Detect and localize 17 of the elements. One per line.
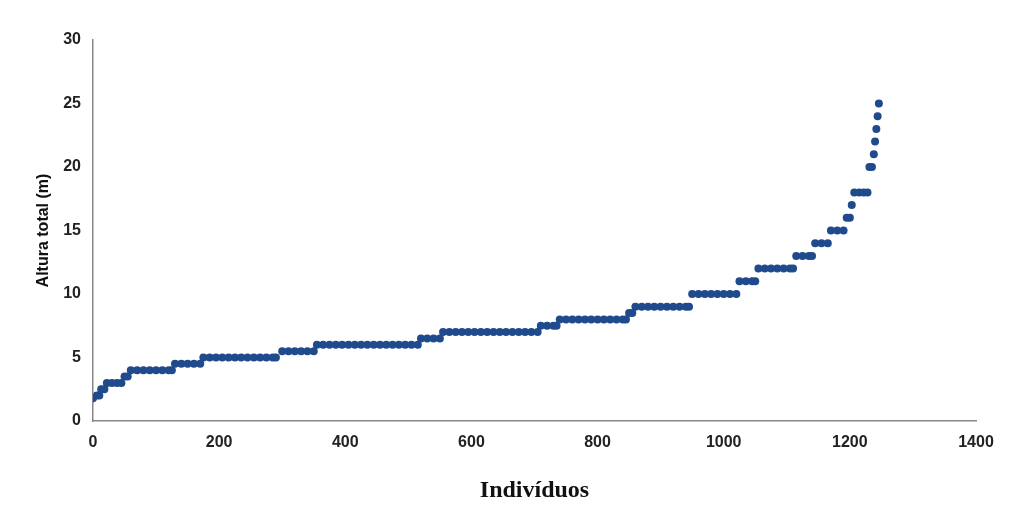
x-tick-label: 800 [584,433,612,451]
y-tick-label: 20 [63,157,82,175]
y-tick-label: 5 [72,347,82,365]
y-tick-label: 0 [72,411,82,429]
x-tick-label: 1000 [705,433,742,451]
x-tick-label: 600 [458,433,485,451]
y-axis-title: Altura total (m) [34,173,52,288]
y-tick-label: 25 [63,93,82,111]
y-tick-label: 10 [63,284,82,302]
x-tick-label: 1400 [958,433,994,451]
x-tick-label: 400 [331,433,359,451]
x-axis-title: Indivíduos [479,475,590,502]
x-tick-label: 1200 [832,433,868,451]
x-tick-label: 0 [88,433,98,451]
y-tick-label: 15 [63,220,82,238]
y-tick-label: 30 [63,30,82,48]
x-tick-label: 200 [205,433,233,451]
